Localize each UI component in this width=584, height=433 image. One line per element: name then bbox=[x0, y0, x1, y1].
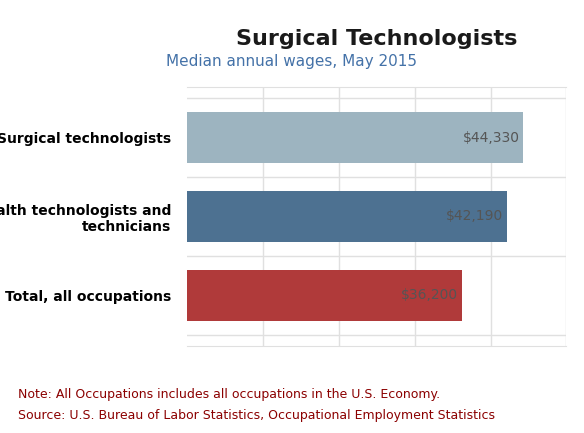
Bar bbox=[187, 112, 523, 163]
Text: $42,190: $42,190 bbox=[446, 210, 503, 223]
Bar bbox=[187, 191, 507, 242]
Text: $36,200: $36,200 bbox=[401, 288, 458, 302]
Text: Note: All Occupations includes all occupations in the U.S. Economy.: Note: All Occupations includes all occup… bbox=[18, 388, 440, 401]
Title: Surgical Technologists: Surgical Technologists bbox=[236, 29, 517, 49]
Bar bbox=[187, 270, 462, 321]
Text: Source: U.S. Bureau of Labor Statistics, Occupational Employment Statistics: Source: U.S. Bureau of Labor Statistics,… bbox=[18, 409, 495, 422]
Text: Median annual wages, May 2015: Median annual wages, May 2015 bbox=[166, 54, 418, 69]
Text: $44,330: $44,330 bbox=[463, 131, 520, 145]
